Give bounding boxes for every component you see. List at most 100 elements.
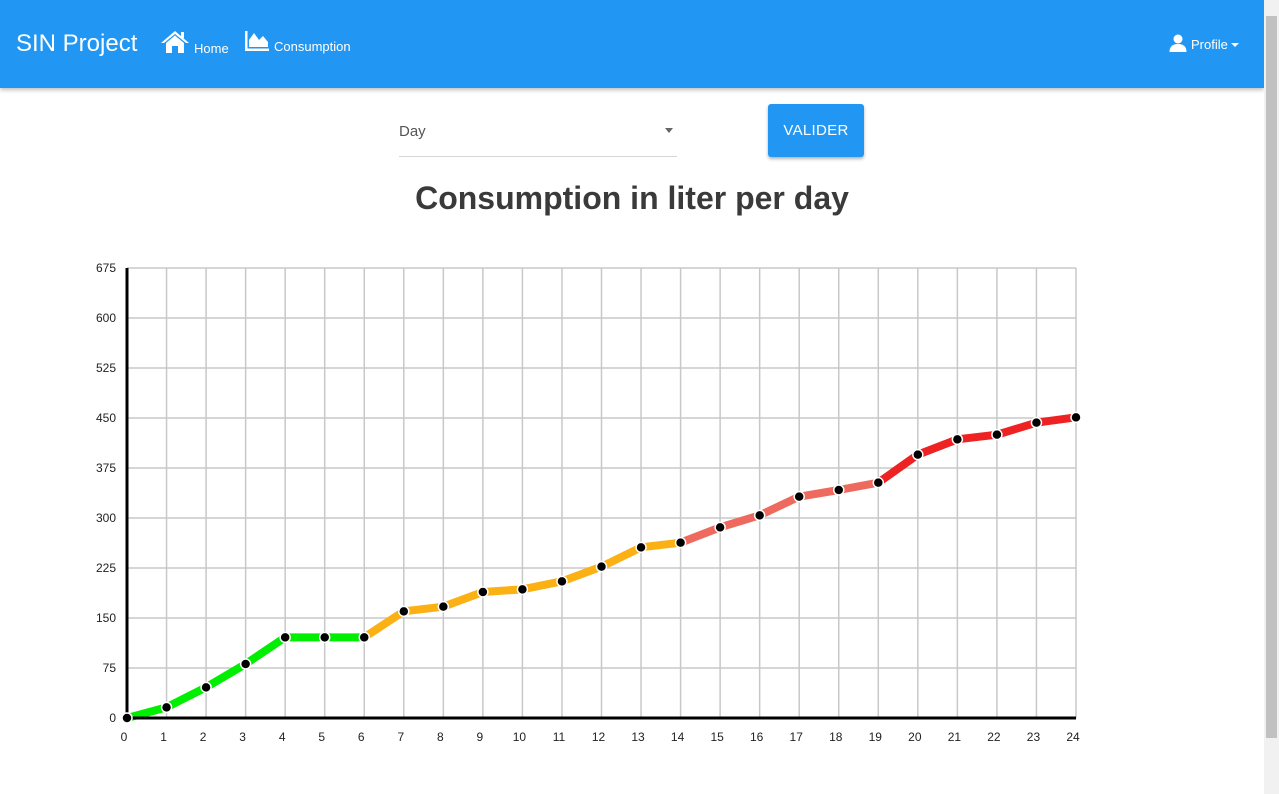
y-tick-label: 75 [103, 661, 117, 675]
y-tick-label: 375 [96, 461, 116, 475]
chart-points [121, 411, 1082, 724]
x-tick-label: 1 [160, 730, 167, 744]
x-tick-label: 18 [829, 730, 843, 744]
x-tick-label: 23 [1027, 730, 1041, 744]
series-segment [439, 588, 487, 611]
period-select[interactable]: Day [399, 112, 677, 157]
data-point [398, 605, 410, 618]
x-tick-label: 20 [908, 730, 922, 744]
x-tick-label: 24 [1066, 730, 1080, 744]
x-tick-label: 14 [671, 730, 685, 744]
series-segment [597, 543, 646, 571]
x-tick-label: 13 [631, 730, 645, 744]
data-point [674, 536, 687, 549]
x-tick-label: 9 [477, 730, 484, 744]
series-segment [716, 511, 764, 532]
data-point [991, 428, 1003, 441]
data-point [833, 484, 845, 496]
data-point [239, 658, 252, 670]
x-tick-label: 0 [121, 730, 128, 744]
x-tick-label: 10 [513, 730, 527, 744]
x-tick-label: 17 [790, 730, 804, 744]
area-chart-icon [244, 30, 270, 55]
series-segment [874, 450, 922, 487]
x-tick-label: 8 [437, 730, 444, 744]
y-tick-label: 675 [96, 261, 116, 275]
series-segment [795, 486, 843, 501]
data-point [595, 560, 608, 573]
series-segment [676, 523, 725, 547]
data-point [1070, 411, 1082, 424]
x-tick-label: 5 [318, 730, 325, 744]
chevron-down-icon [1230, 43, 1239, 47]
chart-lines [123, 413, 1080, 722]
chart-axes [125, 268, 1076, 720]
series-segment [755, 492, 804, 520]
data-point [358, 631, 370, 644]
y-tick-labels: 0 75 150 225 300 375 450 525 600 675 [96, 261, 116, 725]
user-icon [1169, 34, 1187, 55]
x-tick-label: 4 [279, 730, 286, 744]
home-icon [160, 30, 190, 57]
data-point [318, 631, 331, 644]
series-segment [637, 538, 685, 552]
y-tick-label: 450 [96, 411, 116, 425]
x-tick-label: 15 [710, 730, 724, 744]
brand-title[interactable]: SIN Project [16, 30, 138, 57]
series-segment [1032, 413, 1080, 427]
data-point [753, 509, 766, 522]
series-segment [360, 607, 408, 642]
data-point [912, 448, 924, 461]
data-point [279, 631, 291, 644]
series-segment [518, 577, 566, 594]
y-tick-label: 225 [96, 561, 116, 575]
series-segment [992, 418, 1041, 439]
x-tick-label: 21 [948, 730, 962, 744]
data-point [121, 712, 133, 724]
valider-button[interactable]: VALIDER [768, 104, 864, 157]
x-tick-label: 19 [869, 730, 883, 744]
series-segment [399, 602, 448, 616]
nav-consumption-link[interactable]: Consumption [244, 30, 351, 55]
y-tick-label: 150 [96, 611, 116, 625]
series-segment [202, 660, 250, 692]
data-point [437, 600, 450, 613]
series-segment [913, 435, 962, 459]
series-segment [162, 683, 211, 712]
profile-label: Profile [1191, 37, 1228, 52]
data-point [635, 541, 647, 554]
series-segment [241, 633, 290, 668]
x-tick-label: 6 [358, 730, 365, 744]
scrollbar-thumb[interactable] [1266, 16, 1277, 738]
nav-home-label: Home [194, 41, 229, 56]
series-segment [557, 562, 606, 586]
page-scrollbar[interactable] [1264, 0, 1279, 794]
y-tick-label: 300 [96, 511, 116, 525]
nav-consumption-label: Consumption [274, 39, 351, 54]
data-point [556, 575, 568, 588]
y-tick-label: 0 [109, 711, 116, 725]
x-tick-label: 7 [397, 730, 404, 744]
x-tick-label: 22 [987, 730, 1001, 744]
data-point [951, 433, 964, 446]
data-point [793, 490, 805, 503]
nav-home-link[interactable]: Home [160, 30, 229, 57]
navbar: SIN Project Home Consumption [0, 0, 1264, 88]
series-segment [123, 703, 171, 722]
profile-dropdown[interactable]: Profile [1169, 34, 1239, 55]
data-point [477, 586, 489, 598]
data-point [714, 521, 726, 534]
data-point [872, 476, 885, 489]
x-tick-label: 3 [239, 730, 246, 744]
series-segment [478, 585, 527, 596]
data-point [516, 583, 529, 596]
chart-title: Consumption in liter per day [415, 180, 849, 216]
x-tick-label: 11 [553, 730, 566, 744]
x-tick-label: 12 [592, 730, 606, 744]
y-tick-label: 525 [96, 361, 116, 375]
x-tick-labels: 0 1 2 3 4 5 6 7 8 9 10 11 12 13 14 15 16 17 18 19 20 21 22 23 24 [121, 730, 1080, 744]
x-tick-label: 16 [750, 730, 764, 744]
period-select-value: Day [399, 123, 426, 140]
